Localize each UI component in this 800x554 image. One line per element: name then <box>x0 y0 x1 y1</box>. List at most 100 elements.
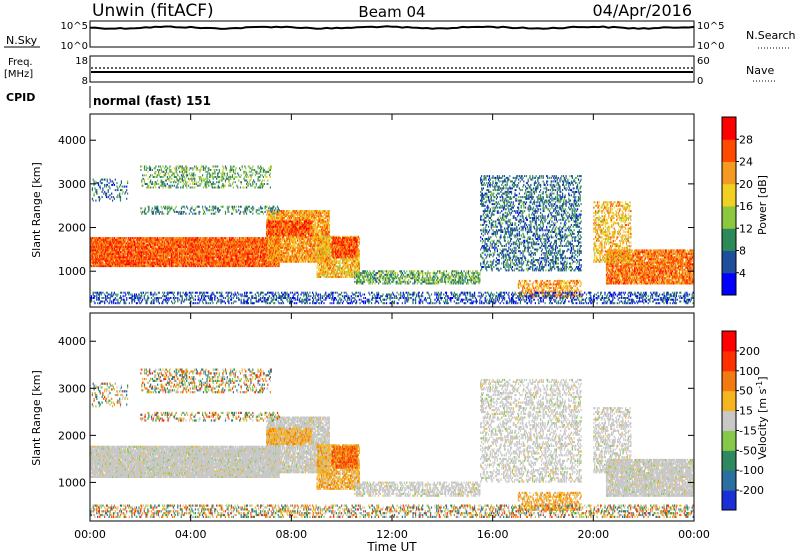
power-cell <box>149 259 152 262</box>
power-cell <box>251 259 253 262</box>
power-cell <box>119 259 122 262</box>
power-cell <box>163 252 165 255</box>
power-cell <box>164 240 166 243</box>
power-cell <box>279 246 281 249</box>
power-cell <box>201 251 204 254</box>
power-cell <box>158 256 160 259</box>
power-cell <box>235 240 237 243</box>
power-cell <box>181 259 183 262</box>
power-cell <box>260 238 263 241</box>
power-cell <box>246 254 248 257</box>
power-cell <box>165 265 167 268</box>
power-cell <box>183 249 185 252</box>
power-cell <box>248 245 250 248</box>
power-cell <box>248 244 250 247</box>
power-cell <box>202 244 204 247</box>
power-cell <box>171 254 174 257</box>
power-cell <box>167 237 169 240</box>
power-cell <box>208 252 211 255</box>
power-cell <box>267 250 270 253</box>
power-cell <box>118 259 120 262</box>
power-cell <box>253 261 255 264</box>
power-cell <box>239 251 241 254</box>
power-cell <box>276 213 278 216</box>
power-cell <box>277 246 279 249</box>
power-cell <box>224 249 226 252</box>
power-cell <box>270 217 272 219</box>
power-cell <box>198 254 200 257</box>
power-cell <box>251 252 253 255</box>
power-cell <box>277 259 279 261</box>
power-cell <box>99 252 101 255</box>
power-cell <box>119 256 121 259</box>
power-cell <box>205 252 207 255</box>
power-cell <box>149 252 152 255</box>
power-cell <box>152 240 154 243</box>
power-cell <box>278 250 280 253</box>
power-cell <box>220 265 222 268</box>
power-cell <box>254 237 256 240</box>
power-cell <box>113 237 115 240</box>
power-cell <box>197 256 199 259</box>
power-cell <box>189 238 191 241</box>
power-cell <box>113 261 115 264</box>
power-cell <box>259 265 261 268</box>
power-cell <box>127 249 130 252</box>
power-cell <box>179 237 181 240</box>
power-cell <box>199 254 201 257</box>
power-cell <box>90 265 92 268</box>
power-cell <box>232 242 234 245</box>
power-cell <box>158 244 160 247</box>
power-cell <box>242 249 244 252</box>
power-cell <box>235 245 237 248</box>
power-cell <box>247 259 249 262</box>
power-cell <box>188 261 190 264</box>
power-cell <box>223 247 225 250</box>
power-cell <box>276 227 278 230</box>
power-cell <box>279 253 281 256</box>
power-cell <box>189 240 191 243</box>
power-cell <box>274 215 276 218</box>
power-cell <box>272 263 274 266</box>
power-cell <box>112 256 115 259</box>
power-cell <box>214 238 216 241</box>
power-cell <box>131 242 133 245</box>
power-cell <box>129 256 131 259</box>
power-cell <box>99 265 101 268</box>
power-cell <box>114 240 116 243</box>
power-cell <box>164 252 167 255</box>
power-cell <box>108 258 110 261</box>
power-cell <box>276 242 278 245</box>
power-cell <box>104 265 106 268</box>
power-cell <box>250 249 252 252</box>
power-cell <box>149 263 152 266</box>
power-cell <box>267 217 270 219</box>
power-cell <box>196 247 198 250</box>
power-cell <box>165 242 167 245</box>
power-cell <box>186 259 189 262</box>
power-cell <box>134 249 136 252</box>
power-cell <box>134 247 137 250</box>
power-cell <box>97 252 99 255</box>
power-cell <box>258 244 260 247</box>
power-cell <box>171 261 174 264</box>
power-cell <box>178 251 180 254</box>
power-cell <box>127 247 129 250</box>
power-cell <box>208 256 211 259</box>
power-cell <box>128 242 130 245</box>
power-cell <box>251 247 253 250</box>
power-cell <box>127 245 130 248</box>
power-cell <box>213 237 215 240</box>
power-cell <box>276 265 278 268</box>
power-cell <box>242 245 244 248</box>
power-cell <box>103 258 105 261</box>
power-cell <box>93 247 95 250</box>
power-cell <box>139 263 141 266</box>
power-cell <box>142 259 144 262</box>
power-cell <box>172 258 174 261</box>
power-cell <box>119 265 121 268</box>
power-cell <box>195 252 197 255</box>
power-cell <box>106 256 108 259</box>
power-cell <box>201 261 204 264</box>
power-cell <box>249 238 251 241</box>
